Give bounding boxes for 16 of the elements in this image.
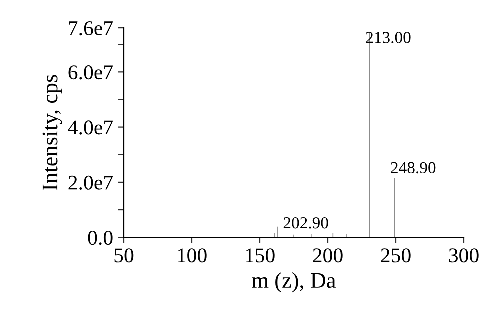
x-tick-label: 200 (313, 248, 343, 263)
annotation: 202.90 (284, 217, 328, 229)
x-tick-label: 150 (246, 248, 275, 263)
x-tick-label: 250 (381, 248, 411, 263)
y-tick-label: 7.6e7 (69, 21, 113, 36)
y-tick-label: 6.0e7 (68, 66, 113, 80)
x-tick-label: 100 (178, 248, 207, 263)
x-tick-label: 50 (114, 248, 134, 263)
y-tick-label: 2.0e7 (68, 176, 113, 190)
annotation: 213.00 (366, 32, 411, 44)
y-tick-label: 4.0e7 (68, 120, 113, 135)
annotation: 248.90 (391, 162, 436, 174)
x-tick-label: 300 (449, 248, 479, 263)
y-tick-label: 0.0 (88, 230, 113, 246)
x-axis-title: m (z), Da (252, 272, 336, 293)
y-axis-title: Intensity, cps (42, 75, 62, 191)
